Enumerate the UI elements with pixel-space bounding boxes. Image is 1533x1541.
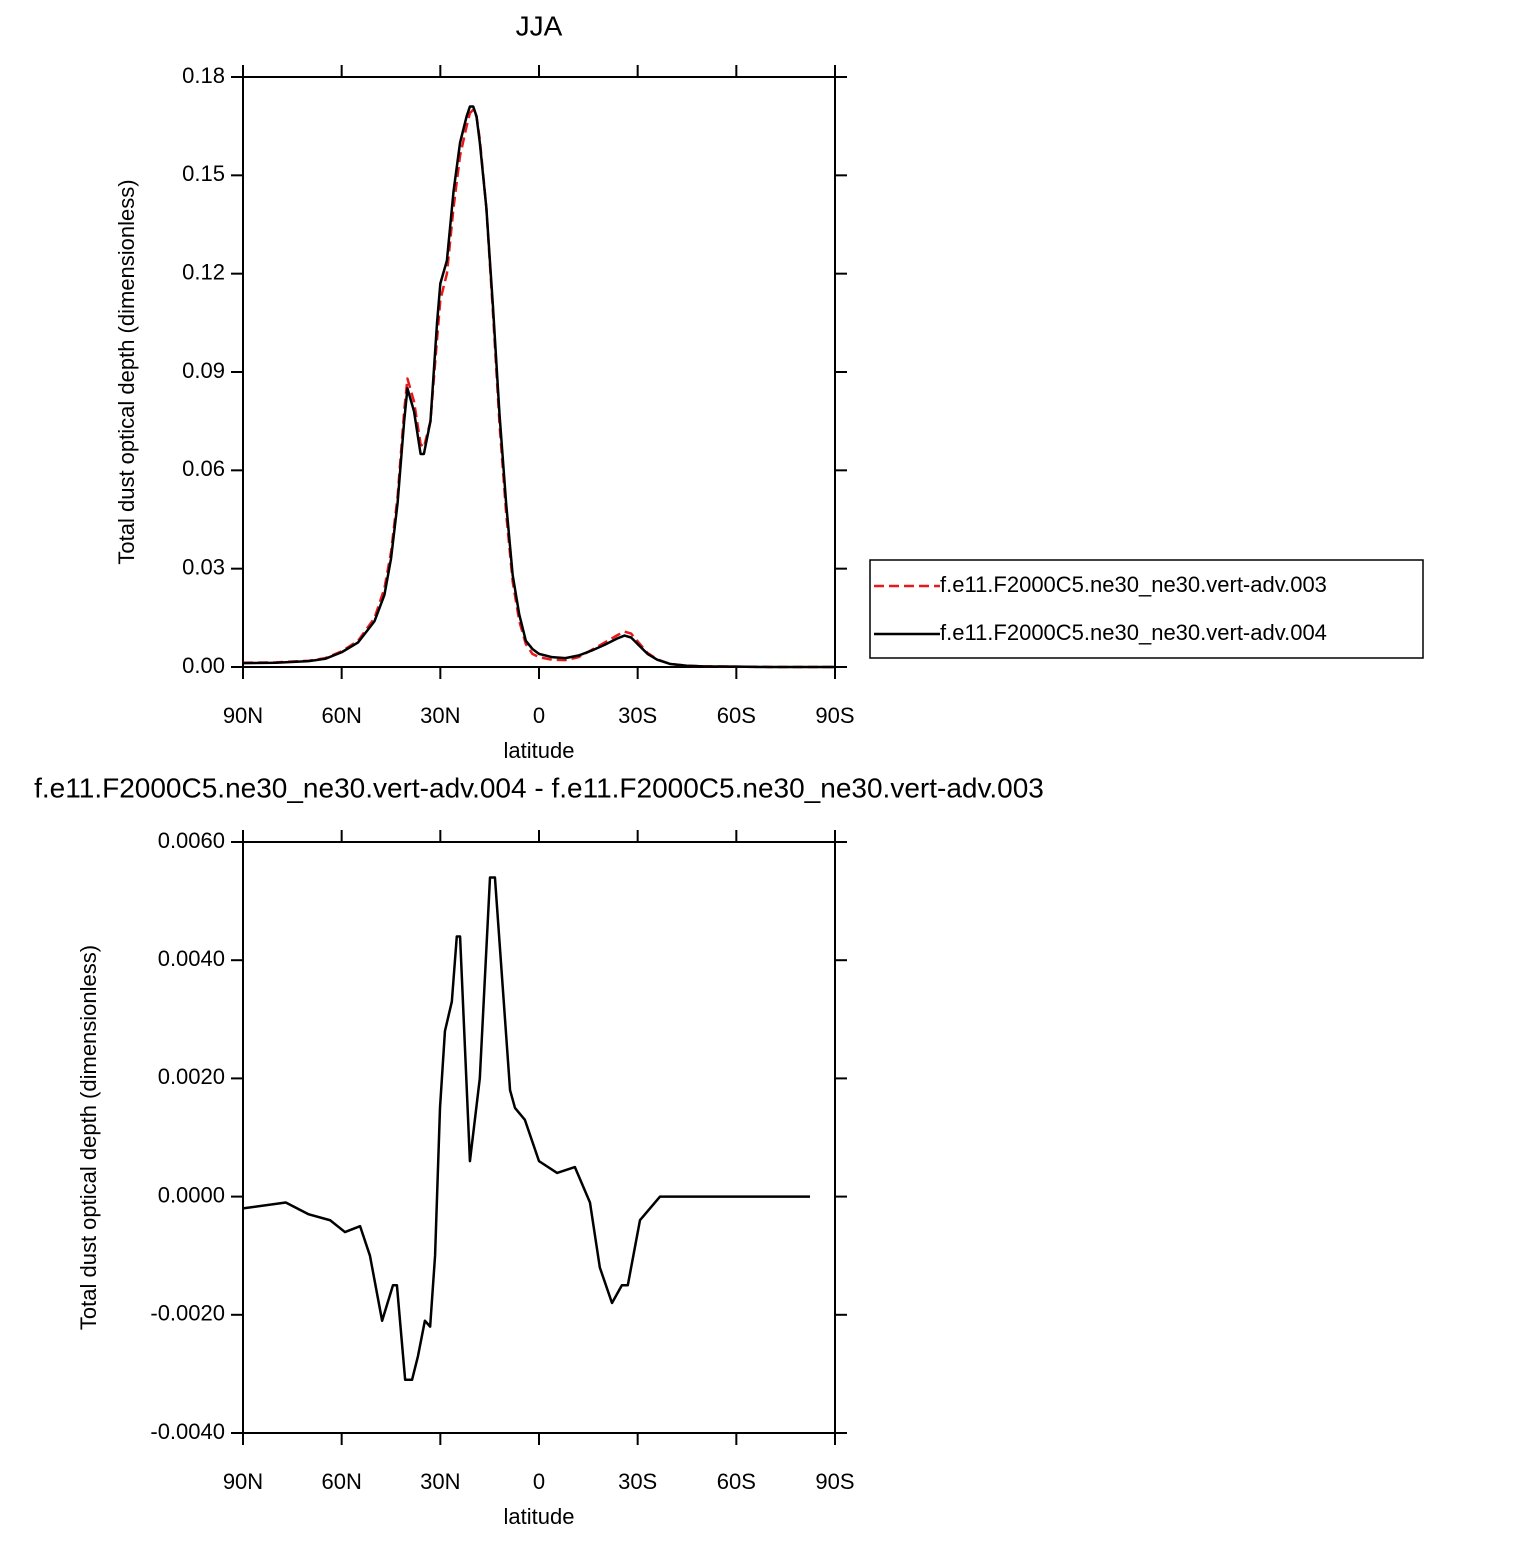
x-tick-label: 30N <box>420 1469 460 1494</box>
x-tick-label: 30S <box>618 1469 657 1494</box>
x-tick-label: 60S <box>717 1469 756 1494</box>
data-line <box>242 108 835 669</box>
x-axis-label: latitude <box>504 1504 575 1529</box>
x-tick-label: 90N <box>223 703 263 728</box>
y-tick-label: 0.0020 <box>158 1064 225 1089</box>
y-tick-label: 0.0060 <box>158 828 225 853</box>
x-tick-label: 60S <box>717 703 756 728</box>
legend-label: f.e11.F2000C5.ne30_ne30.vert-adv.003 <box>940 572 1327 597</box>
data-line <box>242 876 810 1382</box>
y-tick-label: 0.0040 <box>158 946 225 971</box>
x-tick-label: 90N <box>223 1469 263 1494</box>
y-tick-label: 0.03 <box>182 554 225 579</box>
y-tick-label: 0.18 <box>182 63 225 88</box>
y-tick-label: 0.15 <box>182 161 225 186</box>
y-tick-label: 0.00 <box>182 653 225 678</box>
x-tick-label: 0 <box>533 1469 545 1494</box>
y-tick-label: 0.06 <box>182 456 225 481</box>
y-tick-label: 0.0000 <box>158 1182 225 1207</box>
x-tick-label: 60N <box>321 1469 361 1494</box>
x-tick-label: 30N <box>420 703 460 728</box>
y-tick-label: -0.0020 <box>150 1301 225 1326</box>
legend-label: f.e11.F2000C5.ne30_ne30.vert-adv.004 <box>940 620 1327 645</box>
x-axis-label: latitude <box>504 738 575 763</box>
y-tick-label: 0.09 <box>182 358 225 383</box>
x-tick-label: 90S <box>815 703 854 728</box>
legend-box <box>869 559 1424 659</box>
x-tick-label: 30S <box>618 703 657 728</box>
x-tick-label: 0 <box>533 703 545 728</box>
data-line <box>242 105 835 669</box>
plot-frame <box>242 841 836 1434</box>
chart-title: f.e11.F2000C5.ne30_ne30.vert-adv.004 - f… <box>34 772 1044 803</box>
x-tick-label: 60N <box>321 703 361 728</box>
y-tick-label: 0.12 <box>182 259 225 284</box>
legend: f.e11.F2000C5.ne30_ne30.vert-adv.003 f.e1… <box>869 559 1424 659</box>
y-tick-label: -0.0040 <box>150 1419 225 1444</box>
x-tick-label: 90S <box>815 1469 854 1494</box>
y-axis-label: Total dust optical depth (dimensionless) <box>76 945 101 1330</box>
chart-title: JJA <box>516 10 563 41</box>
y-axis-label: Total dust optical depth (dimensionless) <box>114 179 139 564</box>
plot-frame <box>242 76 836 668</box>
